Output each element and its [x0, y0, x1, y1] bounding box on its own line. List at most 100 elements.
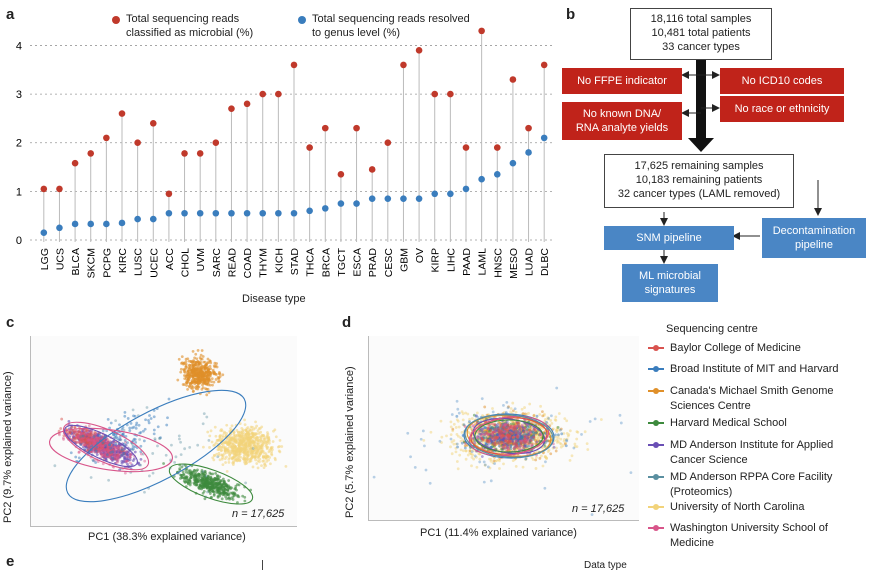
total-samples-box: 18,116 total samples 10,481 total patien… — [630, 8, 772, 60]
legend-item: Broad Institute of MIT and Harvard — [648, 362, 863, 377]
microbial-point — [149, 119, 157, 127]
confidence-ellipse — [474, 419, 544, 453]
no-icd10-box: No ICD10 codes — [720, 68, 844, 94]
legend-genus-dot — [298, 16, 306, 24]
legend-label: MD Anderson Institute for Applied Cancer… — [670, 439, 834, 466]
microbial-point — [181, 150, 188, 157]
remaining-samples-text: 17,625 remaining samples — [634, 160, 764, 172]
x-tick-label: UCEC — [148, 248, 160, 278]
pca-c-ylabel: PC2 (9.7% explained variance) — [2, 371, 14, 523]
genus-point — [40, 229, 48, 237]
legend-dot — [653, 388, 659, 394]
x-tick-label: UVM — [195, 248, 207, 271]
microbial-point — [400, 61, 407, 69]
microbial-point — [337, 171, 345, 178]
panel-c-letter: c — [6, 314, 15, 331]
point-cloud — [176, 349, 225, 397]
genus-point — [509, 159, 517, 167]
microbial-point — [306, 144, 313, 151]
legend-microbial-dot — [112, 16, 120, 24]
confidence-ellipse — [470, 417, 548, 455]
legend-dot — [653, 366, 659, 372]
total-patients-text: 10,481 total patients — [651, 27, 751, 39]
x-tick-label: PCPG — [101, 248, 113, 278]
no-ffpe-box: No FFPE indicator — [562, 68, 682, 94]
x-tick-label: UCS — [54, 248, 66, 270]
panel-e-label: Data type — [584, 560, 627, 571]
no-dna-rna-box: No known DNA/ RNA analyte yields — [562, 102, 682, 140]
microbial-point — [415, 47, 423, 54]
microbial-point — [259, 90, 267, 98]
legend-dot — [653, 525, 659, 531]
x-tick-label: OV — [414, 248, 426, 263]
pca-d-svg — [357, 386, 633, 516]
microbial-point — [212, 139, 220, 147]
x-axis-title: Disease type — [242, 293, 306, 305]
legend-dot — [653, 474, 659, 480]
confidence-ellipse — [468, 415, 550, 457]
x-tick-label: BRCA — [320, 248, 332, 277]
total-samples-text: 18,116 total samples — [650, 13, 752, 25]
legend-microbial-label: Total sequencing reads classified as mic… — [126, 13, 254, 39]
legend-label: Harvard Medical School — [670, 417, 787, 429]
x-tick-label: COAD — [242, 248, 254, 279]
panel-a-letter: a — [6, 6, 15, 23]
x-tick-label: LIHC — [445, 248, 457, 272]
point-cloud — [162, 462, 253, 504]
microbial-point — [87, 150, 95, 157]
x-tick-label: SKCM — [86, 248, 98, 278]
confidence-ellipse — [64, 424, 138, 468]
microbial-point — [493, 144, 501, 151]
microbial-point — [40, 185, 48, 193]
pca-d-ylabel: PC2 (5.7% explained variance) — [344, 366, 356, 518]
no-race-box: No race or ethnicity — [720, 96, 844, 122]
microbial-point — [321, 124, 329, 132]
microbial-point — [462, 144, 470, 151]
pca-d-xlabel: PC1 (11.4% explained variance) — [420, 527, 577, 539]
legend-label: Canada's Michael Smith Genome Sciences C… — [670, 385, 834, 412]
remaining-cancer-types-text: 32 cancer types (LAML removed) — [617, 188, 781, 200]
microbial-point — [368, 166, 376, 173]
genus-point — [103, 220, 110, 228]
genus-point — [71, 220, 79, 228]
x-tick-label: LAML — [477, 248, 489, 276]
x-tick-label: HNSC — [492, 248, 504, 278]
x-tick-label: PAAD — [461, 248, 473, 276]
genus-point — [525, 149, 532, 156]
genus-point — [368, 195, 376, 202]
genus-point — [478, 175, 485, 183]
genus-point — [243, 209, 251, 217]
x-tick-label: BLCA — [70, 248, 82, 275]
y-tick-label: 4 — [16, 40, 22, 52]
microbial-point — [243, 100, 251, 108]
microbial-point — [540, 61, 548, 69]
genus-point — [306, 207, 313, 215]
pca-plot-c — [30, 336, 297, 527]
legend-label: MD Anderson RPPA Core Facility (Proteomi… — [670, 471, 833, 498]
y-tick-label: 0 — [16, 235, 22, 247]
confidence-ellipse — [48, 427, 174, 473]
genus-point — [149, 215, 157, 223]
panel-e-letter: e — [6, 553, 15, 570]
microbial-point — [509, 76, 517, 83]
x-tick-label: LUAD — [524, 248, 536, 276]
legend-item: Canada's Michael Smith Genome Sciences C… — [648, 384, 863, 414]
microbial-point — [165, 190, 173, 198]
decontamination-pipeline-box: Decontamination pipeline — [762, 218, 866, 258]
snm-pipeline-box: SNM pipeline — [604, 226, 734, 250]
genus-point — [400, 195, 407, 202]
x-tick-label: THYM — [258, 248, 270, 278]
pca-c-n: n = 17,625 — [232, 508, 285, 520]
legend-item: MD Anderson Institute for Applied Cancer… — [648, 438, 863, 468]
x-tick-label: STAD — [289, 248, 301, 276]
microbial-point — [384, 139, 392, 147]
legend-dot — [653, 504, 659, 510]
x-tick-label: LUSC — [133, 248, 145, 276]
genus-point — [353, 200, 360, 207]
main-flow-arrow — [688, 60, 714, 152]
remaining-samples-box: 17,625 remaining samples 10,183 remainin… — [604, 154, 794, 208]
legend-label: Washington University School of Medicine — [670, 522, 828, 549]
legend-genus-label: Total sequencing reads resolved to genus… — [312, 13, 470, 39]
remaining-patients-text: 10,183 remaining patients — [635, 174, 763, 186]
genus-point — [337, 200, 345, 207]
